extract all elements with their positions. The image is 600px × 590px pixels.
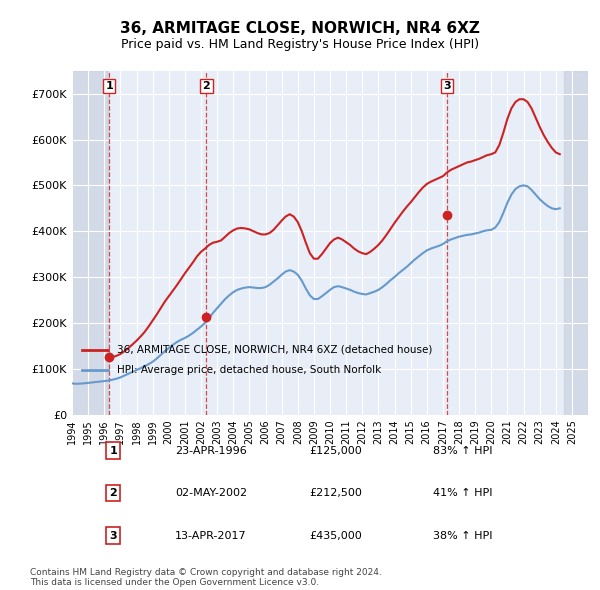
Text: 38% ↑ HPI: 38% ↑ HPI [433,530,493,540]
Text: 36, ARMITAGE CLOSE, NORWICH, NR4 6XZ (detached house): 36, ARMITAGE CLOSE, NORWICH, NR4 6XZ (de… [117,345,432,355]
Text: 1: 1 [109,445,117,455]
Text: 83% ↑ HPI: 83% ↑ HPI [433,445,493,455]
Text: £435,000: £435,000 [310,530,362,540]
Text: £212,500: £212,500 [310,488,362,498]
Text: 2: 2 [203,81,211,91]
Text: 23-APR-1996: 23-APR-1996 [175,445,247,455]
Text: Contains HM Land Registry data © Crown copyright and database right 2024.
This d: Contains HM Land Registry data © Crown c… [30,568,382,587]
Bar [564,71,588,415]
Text: £125,000: £125,000 [310,445,362,455]
Text: Price paid vs. HM Land Registry's House Price Index (HPI): Price paid vs. HM Land Registry's House … [121,38,479,51]
Text: 3: 3 [109,530,117,540]
Text: 36, ARMITAGE CLOSE, NORWICH, NR4 6XZ: 36, ARMITAGE CLOSE, NORWICH, NR4 6XZ [120,21,480,35]
Text: HPI: Average price, detached house, South Norfolk: HPI: Average price, detached house, Sout… [117,365,381,375]
Text: 2: 2 [109,488,117,498]
Text: 3: 3 [443,81,451,91]
Text: 1: 1 [106,81,113,91]
Bar [72,71,108,415]
Text: 41% ↑ HPI: 41% ↑ HPI [433,488,493,498]
Text: 13-APR-2017: 13-APR-2017 [175,530,247,540]
Text: 02-MAY-2002: 02-MAY-2002 [175,488,247,498]
